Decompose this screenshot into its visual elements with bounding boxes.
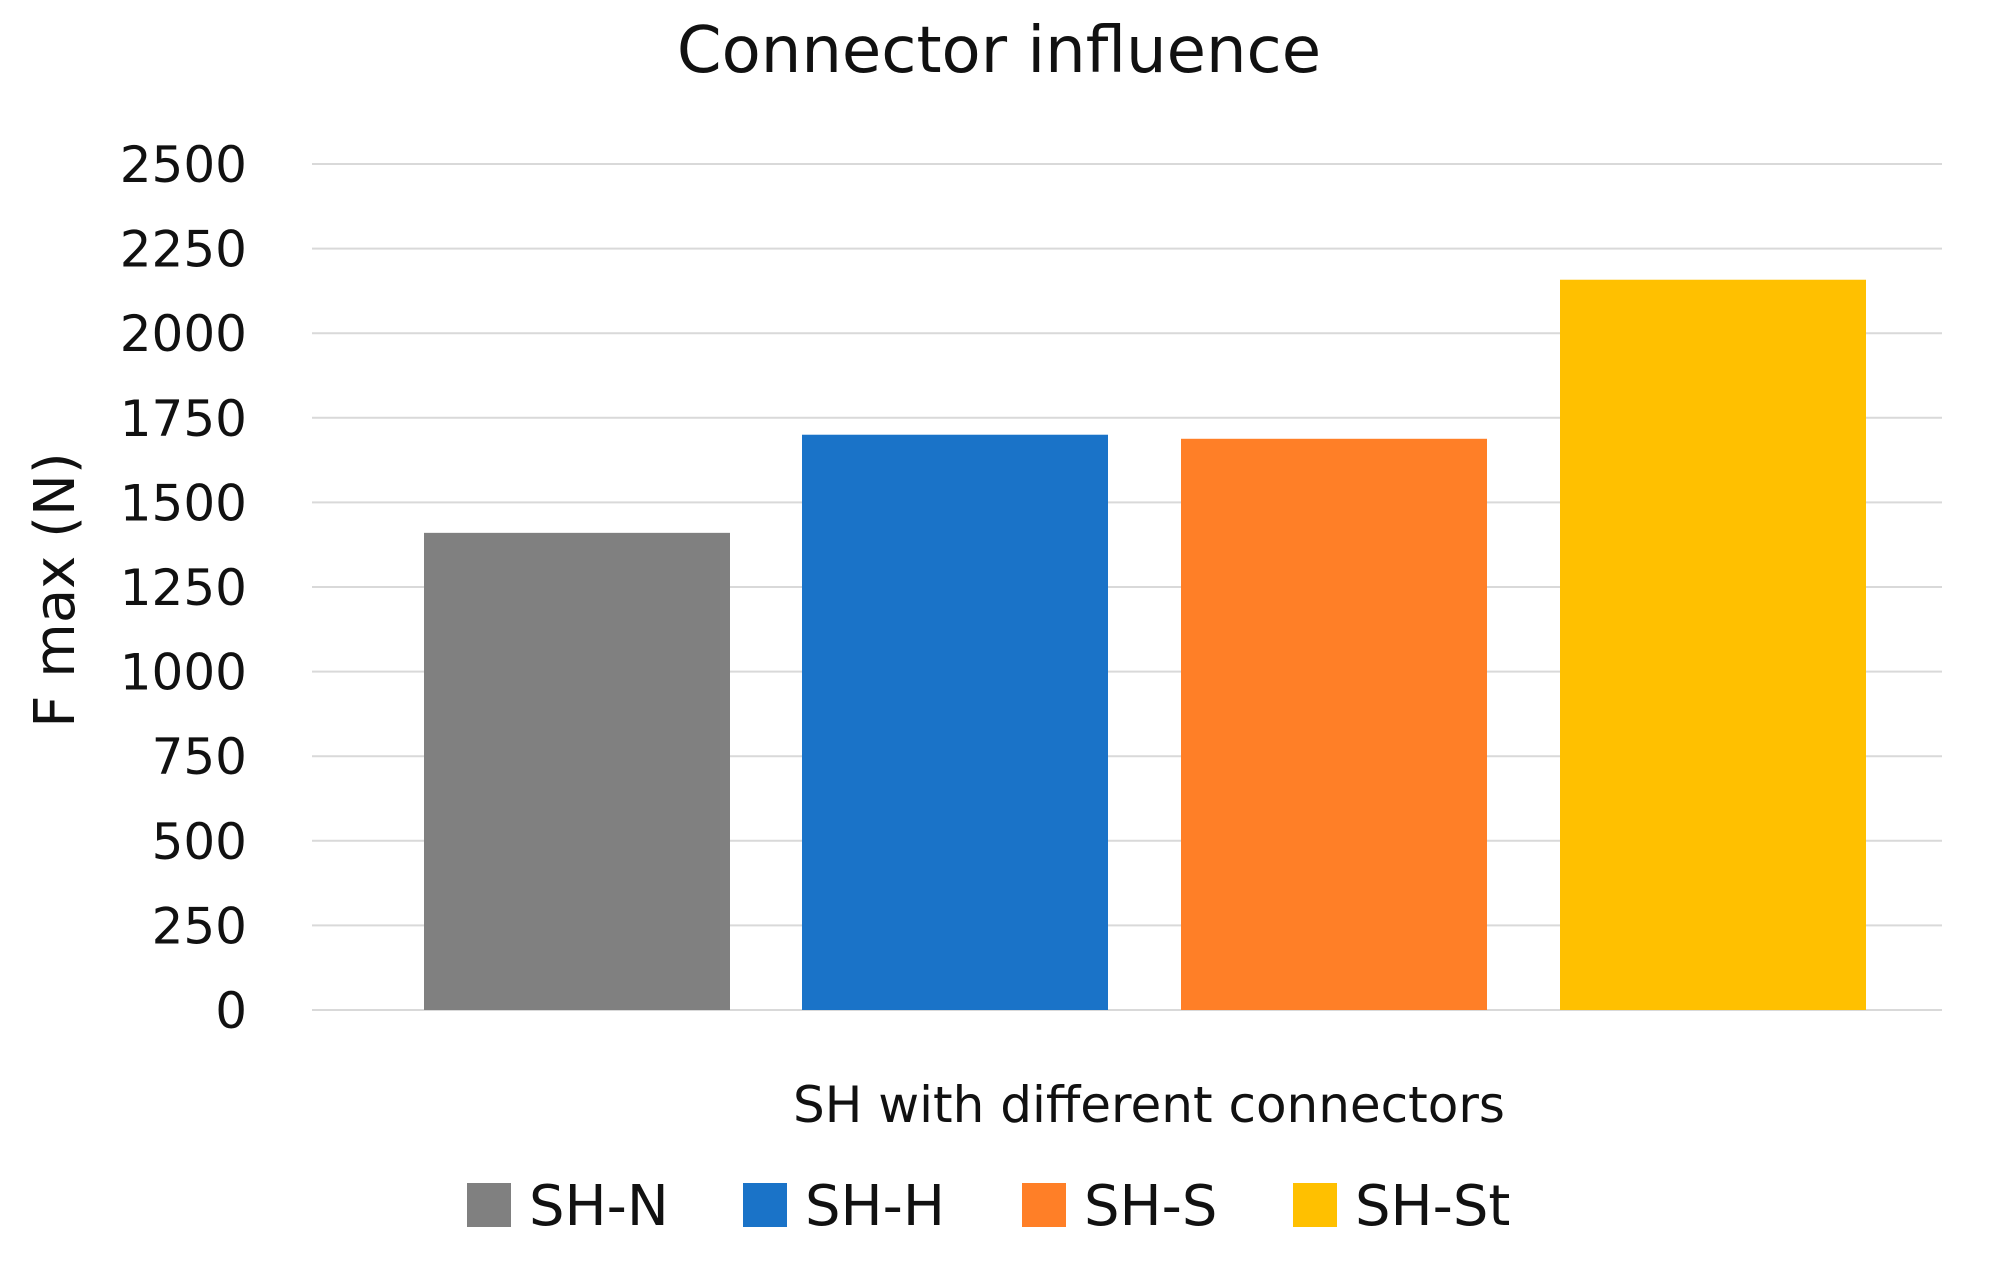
y-tick-label: 1750 (120, 390, 247, 448)
legend-swatch-sh-h (743, 1183, 787, 1227)
y-tick-label: 2500 (120, 136, 247, 194)
y-tick-label: 2250 (120, 221, 247, 279)
y-tick-label: 1500 (120, 474, 247, 532)
chart-title: Connector influence (677, 14, 1321, 88)
x-axis-label: SH with different connectors (793, 1076, 1505, 1134)
bar-sh-n (424, 532, 730, 1010)
bar-sh-st (1560, 279, 1866, 1010)
bar-sh-h (802, 434, 1108, 1011)
y-tick-label: 250 (152, 897, 247, 955)
y-axis-ticks: 0 250 500 750 1000 1250 1500 1750 2000 2250 2500 (120, 136, 247, 1040)
y-axis-label: F max (N) (23, 452, 88, 727)
y-tick-label: 750 (152, 728, 247, 786)
y-tick-label: 1000 (120, 644, 247, 702)
y-tick-label: 1250 (120, 559, 247, 617)
y-tick-label: 500 (152, 813, 247, 871)
legend-label-sh-st: SH-St (1355, 1174, 1510, 1239)
bar-sh-s (1181, 438, 1487, 1011)
y-tick-label: 0 (215, 982, 247, 1040)
legend-label-sh-n: SH-N (529, 1174, 669, 1239)
bars (424, 279, 1866, 1011)
legend-label-sh-s: SH-S (1084, 1174, 1217, 1239)
legend: SH-N SH-H SH-S SH-St (467, 1174, 1510, 1239)
legend-swatch-sh-n (467, 1183, 511, 1227)
legend-label-sh-h: SH-H (805, 1174, 945, 1239)
legend-swatch-sh-st (1293, 1183, 1337, 1227)
legend-swatch-sh-s (1022, 1183, 1066, 1227)
y-tick-label: 2000 (120, 305, 247, 363)
